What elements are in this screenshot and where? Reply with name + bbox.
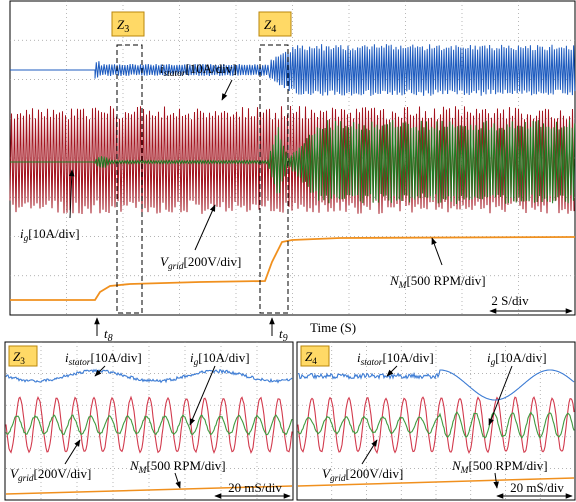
scale: [10A/div]: [382, 350, 433, 365]
subscript: stator: [164, 69, 186, 79]
time-scale: 20 mS/div: [510, 480, 564, 495]
subscript: 3: [124, 24, 129, 35]
scale: [200V/div]: [34, 466, 92, 481]
subscript: grid: [168, 262, 184, 272]
subscript: stator: [361, 358, 383, 368]
scale: [200V/div]: [346, 466, 404, 481]
subscript: grid: [330, 474, 346, 484]
subscript: 3: [20, 357, 25, 367]
label: t8: [104, 326, 113, 344]
scale: [10A/div]: [185, 61, 236, 76]
subscript: 4: [312, 357, 317, 367]
figure: Z3Z4istator[10A/div]ig[10A/div]Vgrid[200…: [0, 0, 576, 502]
subscript: stator: [69, 358, 91, 368]
subscript: 4: [271, 24, 276, 35]
scale: [10A/div]: [28, 226, 79, 241]
subscript: 8: [108, 333, 113, 344]
time-scale: 2 S/div: [491, 293, 529, 308]
subscript: grid: [18, 474, 34, 484]
label: t9: [279, 326, 288, 344]
scale: [500 RPM/div]: [406, 273, 485, 288]
scale: [10A/div]: [90, 350, 141, 365]
x-axis-label: Time (S): [310, 320, 356, 335]
scale: [10A/div]: [495, 350, 546, 365]
scale: [200V/div]: [184, 254, 242, 269]
scale: [500 RPM/div]: [468, 458, 547, 473]
time-scale: 20 mS/div: [228, 480, 282, 495]
scale: [10A/div]: [198, 350, 249, 365]
scale: [500 RPM/div]: [146, 458, 225, 473]
subscript: 9: [283, 333, 288, 344]
